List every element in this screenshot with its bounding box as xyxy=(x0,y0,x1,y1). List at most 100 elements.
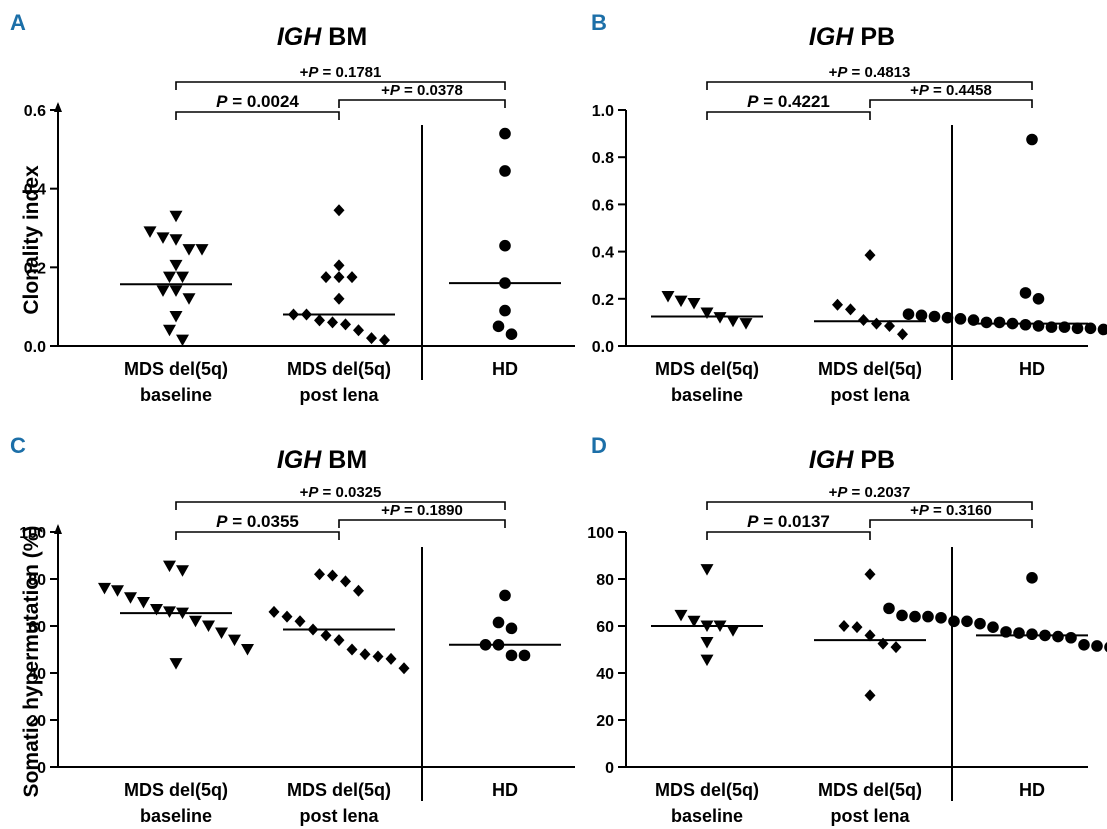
data-point xyxy=(294,615,306,628)
data-point xyxy=(333,292,345,305)
panel-d: D IGH PB 0 20 40 60 80 100 MDS del(5q) baseline MD… xyxy=(587,433,1107,826)
data-point xyxy=(1026,572,1038,584)
y-tick-label: 0 xyxy=(37,760,46,777)
data-point xyxy=(890,641,902,654)
category-label: HD xyxy=(1019,780,1045,800)
category-label-line2: post lena xyxy=(299,385,379,405)
p-value-label: +P = 0.1890 xyxy=(381,502,463,519)
series-0 xyxy=(651,290,763,330)
p-value-text: = 0.2037 xyxy=(847,484,910,501)
data-point xyxy=(954,313,967,325)
data-point xyxy=(726,315,740,328)
data-point xyxy=(176,565,189,577)
comparison-bracket xyxy=(869,99,1033,108)
comparison-bracket xyxy=(175,111,340,120)
data-point xyxy=(281,610,293,623)
y-tick-label: 0.2 xyxy=(24,260,46,277)
comparison-bracket xyxy=(706,81,1033,90)
data-point xyxy=(884,319,895,332)
data-point xyxy=(961,615,973,628)
p-value-text: = 0.0137 xyxy=(758,512,829,531)
data-point xyxy=(333,204,345,217)
category-label: MDS del(5q) xyxy=(124,359,228,379)
data-point xyxy=(333,259,345,272)
y-tick-label: 1.0 xyxy=(592,103,614,120)
chart-title-rest: BM xyxy=(321,446,367,474)
data-point xyxy=(851,621,863,634)
chart-title-italic: IGH xyxy=(809,446,854,474)
category-label-line2: post lena xyxy=(299,806,379,826)
category-label: MDS del(5q) xyxy=(655,780,759,800)
y-tick-label: 0.6 xyxy=(592,197,614,214)
data-point xyxy=(137,597,150,609)
data-point xyxy=(228,634,241,647)
chart-title: IGH PB xyxy=(809,446,895,474)
category-label: MDS del(5q) xyxy=(124,780,228,800)
series-2 xyxy=(449,589,561,662)
data-point xyxy=(661,290,675,303)
data-point xyxy=(150,604,163,616)
y-tick-label: 40 xyxy=(28,666,46,683)
data-point xyxy=(333,271,345,284)
category-label-line2: post lena xyxy=(830,385,910,405)
p-value-label: P = 0.0024 xyxy=(216,92,299,111)
data-point xyxy=(143,226,157,238)
data-point xyxy=(1019,287,1032,299)
data-point xyxy=(163,560,176,573)
comparison-bracket xyxy=(175,501,506,510)
data-point xyxy=(366,332,377,345)
series-1 xyxy=(283,204,395,347)
data-point xyxy=(505,622,518,635)
data-point xyxy=(845,303,856,316)
series-0 xyxy=(98,560,254,670)
data-point xyxy=(687,298,701,310)
data-point xyxy=(713,312,727,324)
y-tick-label: 0.0 xyxy=(592,339,614,356)
panel-a: A IGH BM 0.0 0.2 0.4 0.6 Clonality index MDS de… xyxy=(10,10,575,405)
data-point xyxy=(372,650,384,663)
p-value-text: = 0.3160 xyxy=(929,502,992,519)
chart-title-italic: IGH xyxy=(277,446,322,474)
chart-title: IGH BM xyxy=(277,23,367,51)
chart-title: IGH PB xyxy=(809,23,895,51)
p-value-prefix: + xyxy=(300,484,309,501)
category-label-line2: baseline xyxy=(671,385,743,405)
y-tick-label: 80 xyxy=(596,572,614,589)
comparison-bracket xyxy=(175,81,506,90)
data-point xyxy=(838,620,850,632)
series-1 xyxy=(268,568,410,675)
data-point xyxy=(314,568,325,581)
data-point xyxy=(492,320,505,333)
data-point xyxy=(169,234,183,246)
p-value-text: = 0.0355 xyxy=(227,512,298,531)
comparison-bracket xyxy=(706,531,871,540)
series-1 xyxy=(814,568,926,702)
p-value-text: = 0.4221 xyxy=(758,92,829,111)
p-value-symbol: P xyxy=(837,484,848,501)
p-value-prefix: + xyxy=(381,82,390,99)
p-value-symbol: P xyxy=(308,64,319,81)
comparison-bracket xyxy=(869,519,1033,528)
category-label-line2: baseline xyxy=(671,806,743,826)
y-tick-label: 20 xyxy=(28,713,46,730)
chart-title: IGH BM xyxy=(277,446,367,474)
data-point xyxy=(922,610,934,623)
panel-letter: D xyxy=(591,433,607,458)
p-value-text: = 0.0024 xyxy=(227,92,299,111)
data-point xyxy=(948,615,960,628)
data-point xyxy=(1026,133,1038,146)
data-point xyxy=(1104,642,1107,653)
y-tick-label: 0.2 xyxy=(592,292,614,309)
p-value-symbol: P xyxy=(919,82,930,99)
category-label: MDS del(5q) xyxy=(818,780,922,800)
p-value-prefix: + xyxy=(381,502,390,519)
data-point xyxy=(700,564,714,576)
p-value-label: +P = 0.4813 xyxy=(829,64,911,81)
data-point xyxy=(169,210,183,223)
data-point xyxy=(896,609,908,622)
category-label: MDS del(5q) xyxy=(818,359,922,379)
data-point xyxy=(499,165,511,177)
category-label-line2: baseline xyxy=(140,806,212,826)
